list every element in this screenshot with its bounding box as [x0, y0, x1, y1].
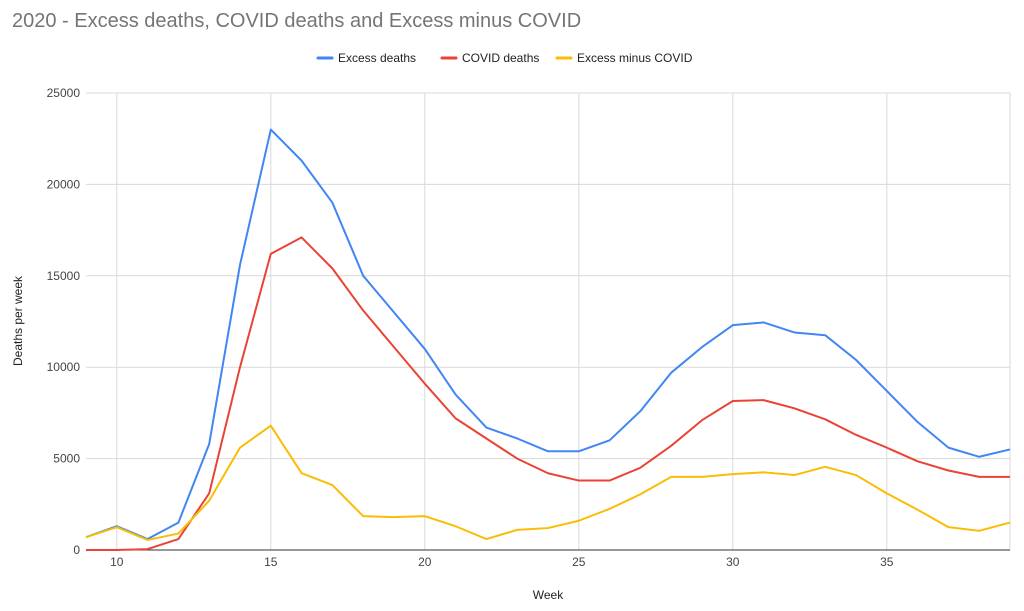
- y-tick-label: 0: [73, 543, 80, 557]
- legend: Excess deaths COVID deaths Excess minus CO…: [316, 51, 693, 65]
- axes: 0 5000 10000 15000 20000 25000 10 15 20 25 30 35: [47, 86, 1010, 569]
- legend-item: Excess minus COVID: [555, 51, 693, 65]
- y-tick-label: 20000: [47, 177, 81, 191]
- y-axis-label: Deaths per week: [11, 275, 25, 366]
- x-tick-label: 30: [726, 555, 740, 569]
- y-tick-label: 10000: [47, 360, 81, 374]
- gridlines: [86, 92, 1011, 550]
- series-line-excess-deaths: [85, 128, 1011, 541]
- legend-label: Excess deaths: [338, 51, 416, 65]
- x-tick-label: 10: [110, 555, 124, 569]
- chart-title: 2020 - Excess deaths, COVID deaths and E…: [12, 10, 581, 32]
- x-tick-label: 25: [572, 555, 586, 569]
- y-tick-label: 5000: [53, 452, 80, 466]
- y-tick-label: 15000: [47, 269, 81, 283]
- legend-item: COVID deaths: [440, 51, 539, 65]
- x-axis-label: Week: [533, 588, 564, 602]
- series-lines: [85, 128, 1011, 551]
- x-tick-label: 15: [264, 555, 278, 569]
- x-tick-label: 35: [880, 555, 894, 569]
- series-line-covid-deaths: [86, 236, 1010, 551]
- x-tick-label: 20: [418, 555, 432, 569]
- series-line-excess-minus-covid: [85, 424, 1011, 541]
- legend-label: COVID deaths: [462, 51, 539, 65]
- legend-label: Excess minus COVID: [577, 51, 693, 65]
- legend-item: Excess deaths: [316, 51, 416, 65]
- y-tick-label: 25000: [47, 86, 81, 100]
